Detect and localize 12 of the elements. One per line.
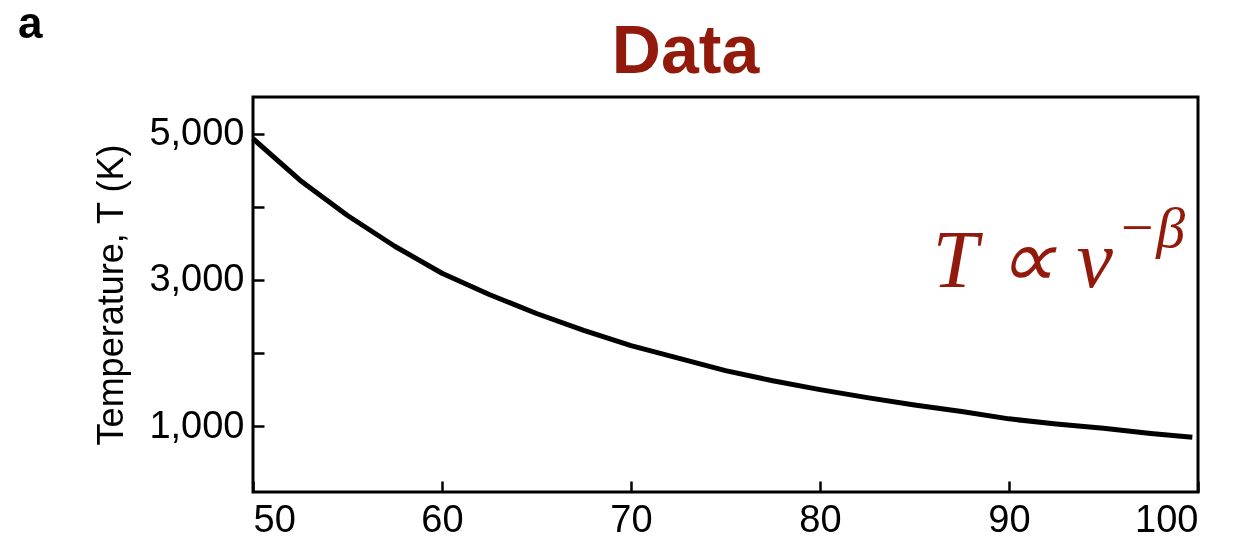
text: a <box>18 0 43 47</box>
x-tick-label: 50 <box>253 497 296 540</box>
chart-title: Data <box>611 11 761 87</box>
x-tick-label: 70 <box>610 497 653 540</box>
y-tick-label: 3,000 <box>149 257 245 300</box>
x-tick-label: 90 <box>988 497 1031 540</box>
x-tick-label: 100 <box>1135 497 1199 540</box>
y-axis-title: Temperature, T (K) <box>90 144 132 446</box>
y-tick-label: 5,000 <box>149 111 245 154</box>
x-tick-label: 60 <box>421 497 464 540</box>
y-tick-label: 1,000 <box>149 403 245 446</box>
x-tick-label: 80 <box>799 497 842 540</box>
